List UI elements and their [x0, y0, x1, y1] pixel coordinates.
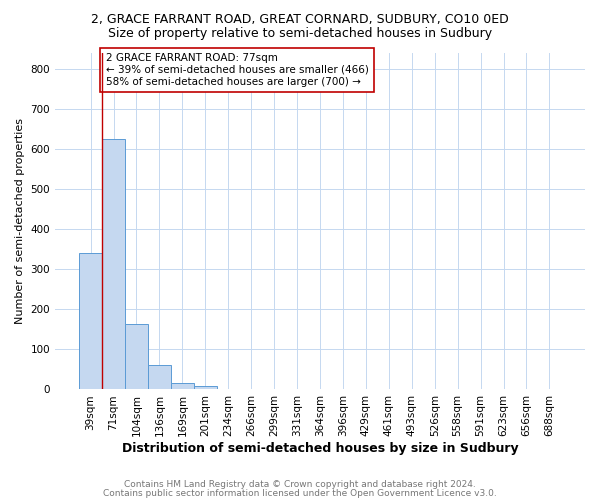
Y-axis label: Number of semi-detached properties: Number of semi-detached properties: [15, 118, 25, 324]
Text: Contains public sector information licensed under the Open Government Licence v3: Contains public sector information licen…: [103, 490, 497, 498]
Text: 2, GRACE FARRANT ROAD, GREAT CORNARD, SUDBURY, CO10 0ED: 2, GRACE FARRANT ROAD, GREAT CORNARD, SU…: [91, 12, 509, 26]
Bar: [194, 386, 217, 390]
Bar: [125, 324, 148, 390]
X-axis label: Distribution of semi-detached houses by size in Sudbury: Distribution of semi-detached houses by …: [122, 442, 518, 455]
Bar: [79, 253, 102, 390]
Bar: [102, 138, 125, 390]
Text: Contains HM Land Registry data © Crown copyright and database right 2024.: Contains HM Land Registry data © Crown c…: [124, 480, 476, 489]
Bar: [171, 383, 194, 390]
Bar: [148, 366, 171, 390]
Text: 2 GRACE FARRANT ROAD: 77sqm
← 39% of semi-detached houses are smaller (466)
58% : 2 GRACE FARRANT ROAD: 77sqm ← 39% of sem…: [106, 54, 368, 86]
Text: Size of property relative to semi-detached houses in Sudbury: Size of property relative to semi-detach…: [108, 28, 492, 40]
